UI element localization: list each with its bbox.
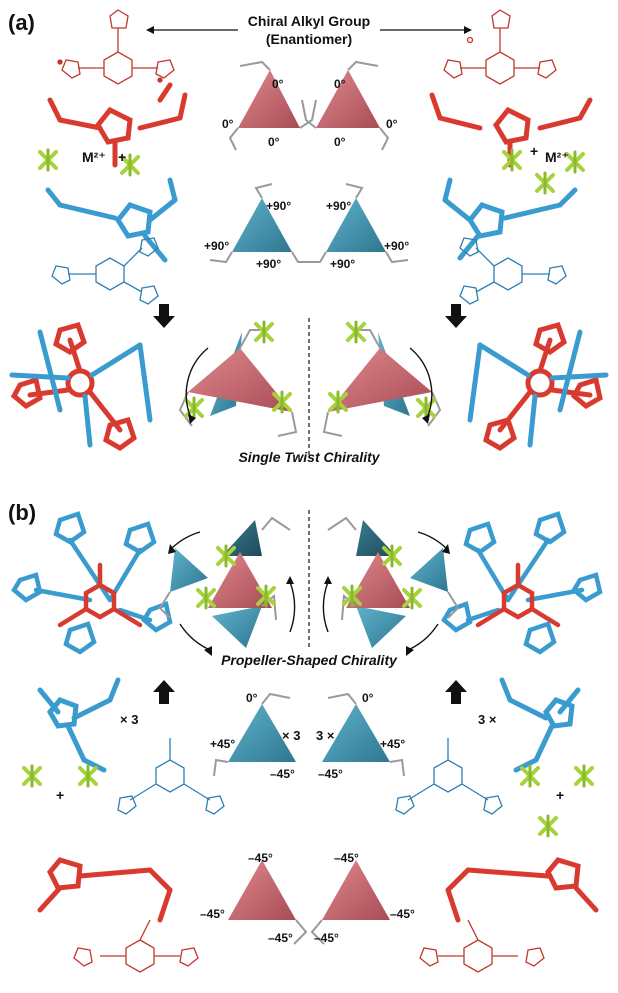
arrow-down-icon (445, 304, 467, 328)
red-ligand-drawing-top-left (57, 9, 175, 85)
blue-stick-model-lower-right (499, 677, 581, 773)
pink-triangle-twist-left (188, 348, 292, 412)
metal-icon (346, 320, 366, 344)
angle-label: –45° (248, 851, 273, 865)
blue-ligand-drawing-lower-left (117, 738, 225, 815)
metal-label-right: M²⁺ (545, 149, 569, 165)
pink-triangle-twist-right (328, 348, 432, 412)
panel-a-title-line2: (Enantiomer) (266, 31, 352, 47)
arrow-up-icon (445, 680, 467, 704)
panel-a-label: (a) (8, 10, 35, 35)
pink-triangle-left (238, 70, 300, 128)
angle-label: +90° (204, 239, 229, 253)
blue-stick-model-right (442, 177, 578, 261)
plus-right: + (530, 143, 538, 159)
rotation-arrow-left (185, 347, 209, 421)
plus-lower-left: + (56, 787, 64, 803)
pink-triangle-bottom-left (228, 860, 296, 920)
alkyl-arms-teal (209, 183, 409, 264)
times-three-mid-right: 3 × (316, 728, 335, 743)
caption-single-twist: Single Twist Chirality (238, 449, 380, 465)
panel-b-label: (b) (8, 500, 36, 525)
metal-icon (402, 586, 422, 610)
metal-icon (538, 814, 558, 838)
teal-triangle-left (232, 198, 292, 252)
metal-icon (78, 764, 98, 788)
blue-ligand-drawing-right (459, 237, 567, 305)
plus-left: + (118, 149, 126, 165)
teal-triangle-lower-left (228, 704, 296, 762)
angle-label: +90° (330, 257, 355, 271)
red-ligand-drawing-top-right (443, 9, 557, 85)
propeller-cage-model-left (11, 511, 173, 655)
angle-label: –45° (334, 851, 359, 865)
teal-triangle-lower-right (322, 704, 390, 762)
red-stick-model-lower-right (445, 857, 599, 923)
angle-label: –45° (268, 931, 293, 945)
arrow-down-icon (153, 304, 175, 328)
angle-label: –45° (270, 767, 295, 781)
blue-ligand-drawing-left (51, 237, 159, 305)
metal-icon (574, 764, 594, 788)
propeller-diagram-left (158, 516, 291, 648)
twisted-cage-model-right (467, 321, 609, 451)
metal-icon (38, 148, 58, 172)
alkyl-arms-pink (228, 60, 390, 151)
angle-label: 0° (334, 135, 346, 149)
times-three-left: × 3 (120, 712, 138, 727)
red-ligand-drawing-bottom-right (419, 919, 545, 973)
propeller-cage-model-right (441, 511, 603, 655)
angle-label: 0° (246, 691, 258, 705)
red-stick-model-lower-left (37, 857, 173, 923)
angle-label: +45° (380, 737, 405, 751)
blue-stick-model-lower-left (37, 677, 121, 773)
pink-triangle-bottom-right (322, 860, 390, 920)
angle-label: +90° (326, 199, 351, 213)
red-ligand-drawing-bottom-left (73, 919, 199, 973)
propeller-diagram-right (327, 516, 460, 648)
angle-label: –45° (200, 907, 225, 921)
pink-triangle-right (316, 70, 380, 128)
blue-ligand-drawing-lower-right (395, 738, 503, 815)
angle-label: –45° (314, 931, 339, 945)
plus-lower-right: + (556, 787, 564, 803)
angle-label: 0° (222, 117, 234, 131)
red-stick-model-right (429, 92, 593, 168)
red-stick-model-left (47, 82, 188, 168)
caption-propeller: Propeller-Shaped Chirality (221, 652, 398, 668)
metal-label-left: M²⁺ (82, 149, 106, 165)
angle-label: 0° (268, 135, 280, 149)
times-three-right: 3 × (478, 712, 497, 727)
metal-icon (535, 171, 555, 195)
angle-label: +45° (210, 737, 235, 751)
metal-icon (520, 764, 540, 788)
metal-icon (254, 320, 274, 344)
times-three-mid-left: × 3 (282, 728, 300, 743)
metal-icon (22, 764, 42, 788)
angle-label: 0° (334, 77, 346, 91)
metal-icon (565, 150, 585, 174)
twisted-cage-model-left (9, 321, 153, 451)
angle-label: –45° (390, 907, 415, 921)
angle-label: –45° (318, 767, 343, 781)
angle-label: +90° (384, 239, 409, 253)
teal-triangle-right (326, 198, 386, 252)
metal-icon (196, 586, 216, 610)
arrow-up-icon (153, 680, 175, 704)
angle-label: 0° (272, 77, 284, 91)
angle-label: 0° (362, 691, 374, 705)
metal-icon (502, 148, 522, 172)
rotation-arrow-right (409, 347, 433, 421)
panel-a-title-line1: Chiral Alkyl Group (248, 13, 370, 29)
angle-label: +90° (256, 257, 281, 271)
blue-stick-model-left (45, 177, 178, 263)
angle-label: 0° (386, 117, 398, 131)
angle-label: +90° (266, 199, 291, 213)
